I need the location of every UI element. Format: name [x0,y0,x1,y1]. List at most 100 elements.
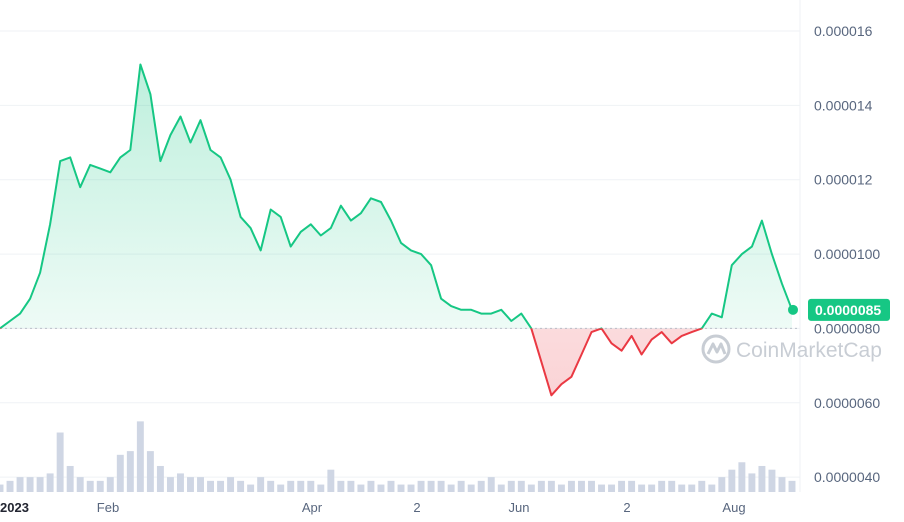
volume-bar [718,477,725,492]
coinmarketcap-logo-icon [703,336,729,362]
y-tick-label: 0.000016 [814,23,873,39]
volume-bar [789,481,796,492]
volume-bar [197,477,204,492]
volume-bar [648,485,655,492]
volume-bar [137,421,144,492]
x-tick-label: 2023 [0,500,29,515]
x-tick-label: Jun [509,500,530,515]
volume-bar [87,481,94,492]
volume-bar [97,481,104,492]
volume-bar [658,481,665,492]
y-tick-label: 0.0000080 [814,320,880,336]
volume-bar [67,466,74,492]
x-tick-label: Aug [722,500,745,515]
volume-bar [217,481,224,492]
volume-bar [347,481,354,492]
volume-bar [738,462,745,492]
volume-bar [538,481,545,492]
volume-bar [688,485,695,492]
volume-bar [418,481,425,492]
volume-bar [317,485,324,492]
volume-bar [708,485,715,492]
volume-bar [728,470,735,492]
volume-bar [157,466,164,492]
volume-bar [468,485,475,492]
x-axis: 2023 Feb Apr 2 Jun 2 Aug [0,500,746,515]
volume-bars [0,421,795,492]
volume-bar [779,477,786,492]
volume-bar [568,481,575,492]
volume-bar [367,481,374,492]
volume-bar [508,481,515,492]
volume-bar [307,481,314,492]
y-tick-label: 0.000014 [814,97,873,113]
volume-bar [357,485,364,492]
volume-bar [227,477,234,492]
current-price-marker: 0.0000085 [788,299,890,321]
volume-bar [337,481,344,492]
volume-bar [167,477,174,492]
volume-bar [458,481,465,492]
x-tick-label: 2 [413,500,420,515]
volume-bar [277,485,284,492]
volume-bar [448,485,455,492]
volume-bar [388,481,395,492]
y-tick-label: 0.0000040 [814,469,880,485]
volume-bar [488,477,495,492]
volume-bar [127,451,134,492]
volume-bar [57,433,64,492]
volume-bar [528,485,535,492]
volume-bar [257,477,264,492]
volume-bar [518,481,525,492]
y-tick-label: 0.0000060 [814,395,880,411]
volume-bar [478,481,485,492]
volume-bar [37,477,44,492]
x-tick-label: Apr [302,500,323,515]
volume-bar [748,473,755,492]
volume-bar [147,451,154,492]
volume-bar [608,485,615,492]
volume-bar [377,485,384,492]
volume-bar [628,481,635,492]
volume-bar [17,477,24,492]
volume-bar [758,466,765,492]
x-tick-label: 2 [623,500,630,515]
coinmarketcap-watermark: CoinMarketCap [703,336,882,362]
y-tick-label: 0.0000100 [814,246,880,262]
volume-bar [0,485,3,492]
volume-bar [618,481,625,492]
watermark-text: CoinMarketCap [736,339,882,362]
volume-bar [117,455,124,492]
volume-bar [498,485,505,492]
volume-bar [588,481,595,492]
volume-bar [107,477,114,492]
volume-bar [428,481,435,492]
current-price-dot [788,305,798,315]
volume-bar [408,485,415,492]
volume-bar [668,481,675,492]
volume-bar [598,485,605,492]
volume-bar [438,481,445,492]
volume-bar [558,485,565,492]
volume-bar [287,481,294,492]
volume-bar [327,470,334,492]
volume-bar [207,481,214,492]
volume-bar [267,481,274,492]
volume-bar [548,481,555,492]
current-price-label: 0.0000085 [815,302,881,318]
x-tick-label: Feb [97,500,119,515]
y-tick-label: 0.000012 [814,172,873,188]
volume-bar [678,485,685,492]
volume-bar [187,477,194,492]
volume-bar [27,477,34,492]
volume-bar [638,485,645,492]
y-axis: 0.0000040 0.0000060 0.0000080 0.0000100 0.00… [814,23,880,485]
volume-bar [698,481,705,492]
volume-bar [7,481,14,492]
volume-bar [247,485,254,492]
volume-bar [578,481,585,492]
volume-bar [768,470,775,492]
volume-bar [47,473,54,492]
volume-bar [177,473,184,492]
